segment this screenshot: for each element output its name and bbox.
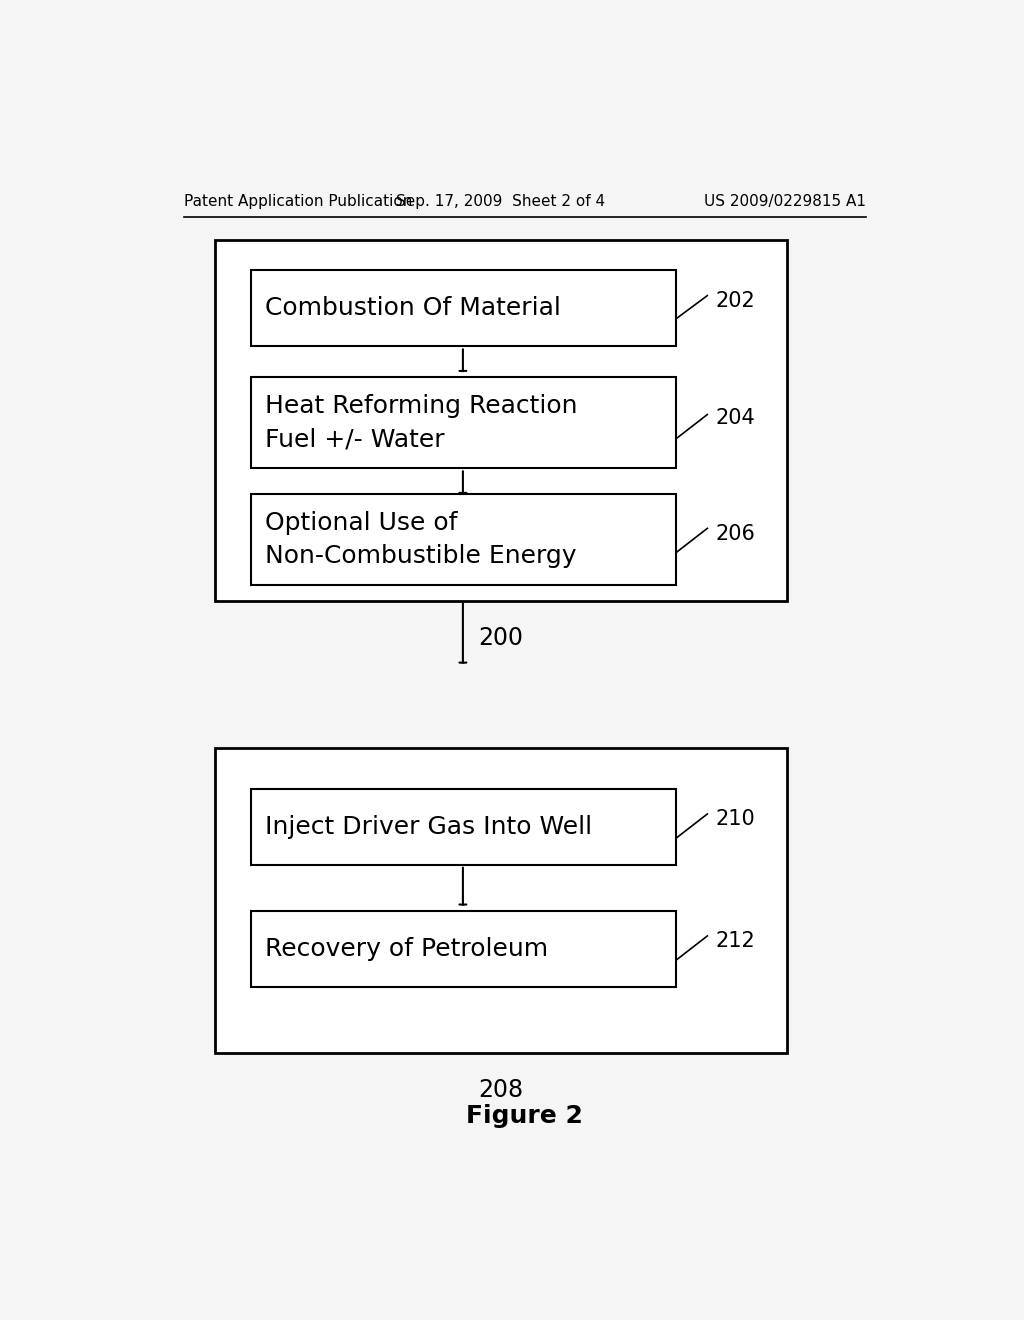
Bar	[215, 748, 786, 1053]
Text: Combustion Of Material: Combustion Of Material	[265, 296, 561, 321]
Text: Non-Combustible Energy: Non-Combustible Energy	[265, 544, 577, 568]
Text: 212: 212	[715, 931, 755, 950]
Text: 208: 208	[478, 1078, 523, 1102]
Text: Inject Driver Gas Into Well: Inject Driver Gas Into Well	[265, 814, 593, 838]
Text: 210: 210	[715, 809, 755, 829]
Text: Fuel +/- Water: Fuel +/- Water	[265, 428, 444, 451]
Text: Sep. 17, 2009  Sheet 2 of 4: Sep. 17, 2009 Sheet 2 of 4	[396, 194, 605, 209]
Text: 202: 202	[715, 290, 755, 310]
Text: 206: 206	[715, 524, 755, 544]
Bar	[251, 494, 676, 585]
Text: Figure 2: Figure 2	[466, 1104, 584, 1127]
Bar	[251, 911, 676, 987]
Text: Patent Application Publication: Patent Application Publication	[183, 194, 412, 209]
Text: US 2009/0229815 A1: US 2009/0229815 A1	[705, 194, 866, 209]
Bar	[215, 240, 786, 601]
Text: Optional Use of: Optional Use of	[265, 511, 458, 535]
Text: 200: 200	[478, 626, 523, 649]
Text: Recovery of Petroleum: Recovery of Petroleum	[265, 937, 549, 961]
Text: Heat Reforming Reaction: Heat Reforming Reaction	[265, 395, 578, 418]
Bar	[251, 271, 676, 346]
Text: 204: 204	[715, 408, 755, 428]
Bar	[251, 378, 676, 469]
Bar	[251, 788, 676, 865]
